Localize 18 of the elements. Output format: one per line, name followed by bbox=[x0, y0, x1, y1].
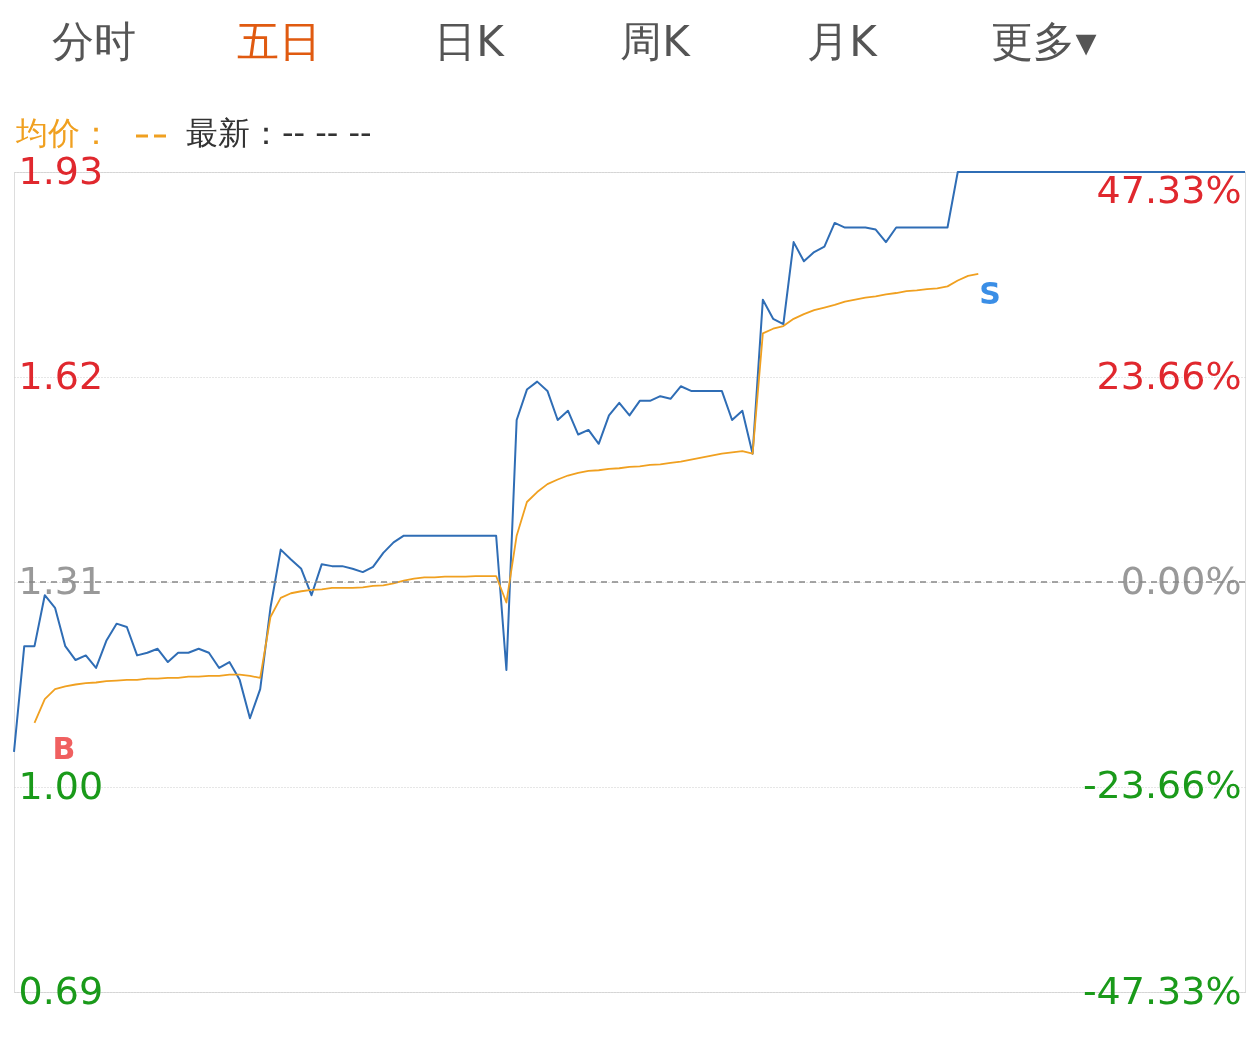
y2-tick-label: 0.00% bbox=[1120, 558, 1242, 603]
y-tick-label: 0.69 bbox=[18, 968, 104, 1013]
y2-tick-label: 23.66% bbox=[1096, 353, 1242, 398]
annotation: S bbox=[979, 276, 1001, 311]
text: 五日 bbox=[237, 17, 321, 66]
text: 周K bbox=[620, 17, 692, 66]
y-tick-label: 1.31 bbox=[18, 558, 104, 603]
y2-tick-label: -47.33% bbox=[1082, 968, 1242, 1013]
y2-tick-label: -23.66% bbox=[1082, 763, 1242, 808]
text: 最新：-- -- -- bbox=[186, 114, 372, 152]
text: 日K bbox=[434, 17, 506, 66]
text: 更多▾ bbox=[991, 17, 1097, 66]
text: 分时 bbox=[52, 17, 136, 66]
y2-tick-label: 47.33% bbox=[1096, 167, 1242, 212]
annotation: B bbox=[52, 731, 76, 766]
y-tick-label: 1.62 bbox=[18, 353, 104, 398]
text: 月K bbox=[807, 17, 879, 66]
y-tick-label: 1.00 bbox=[18, 763, 104, 808]
